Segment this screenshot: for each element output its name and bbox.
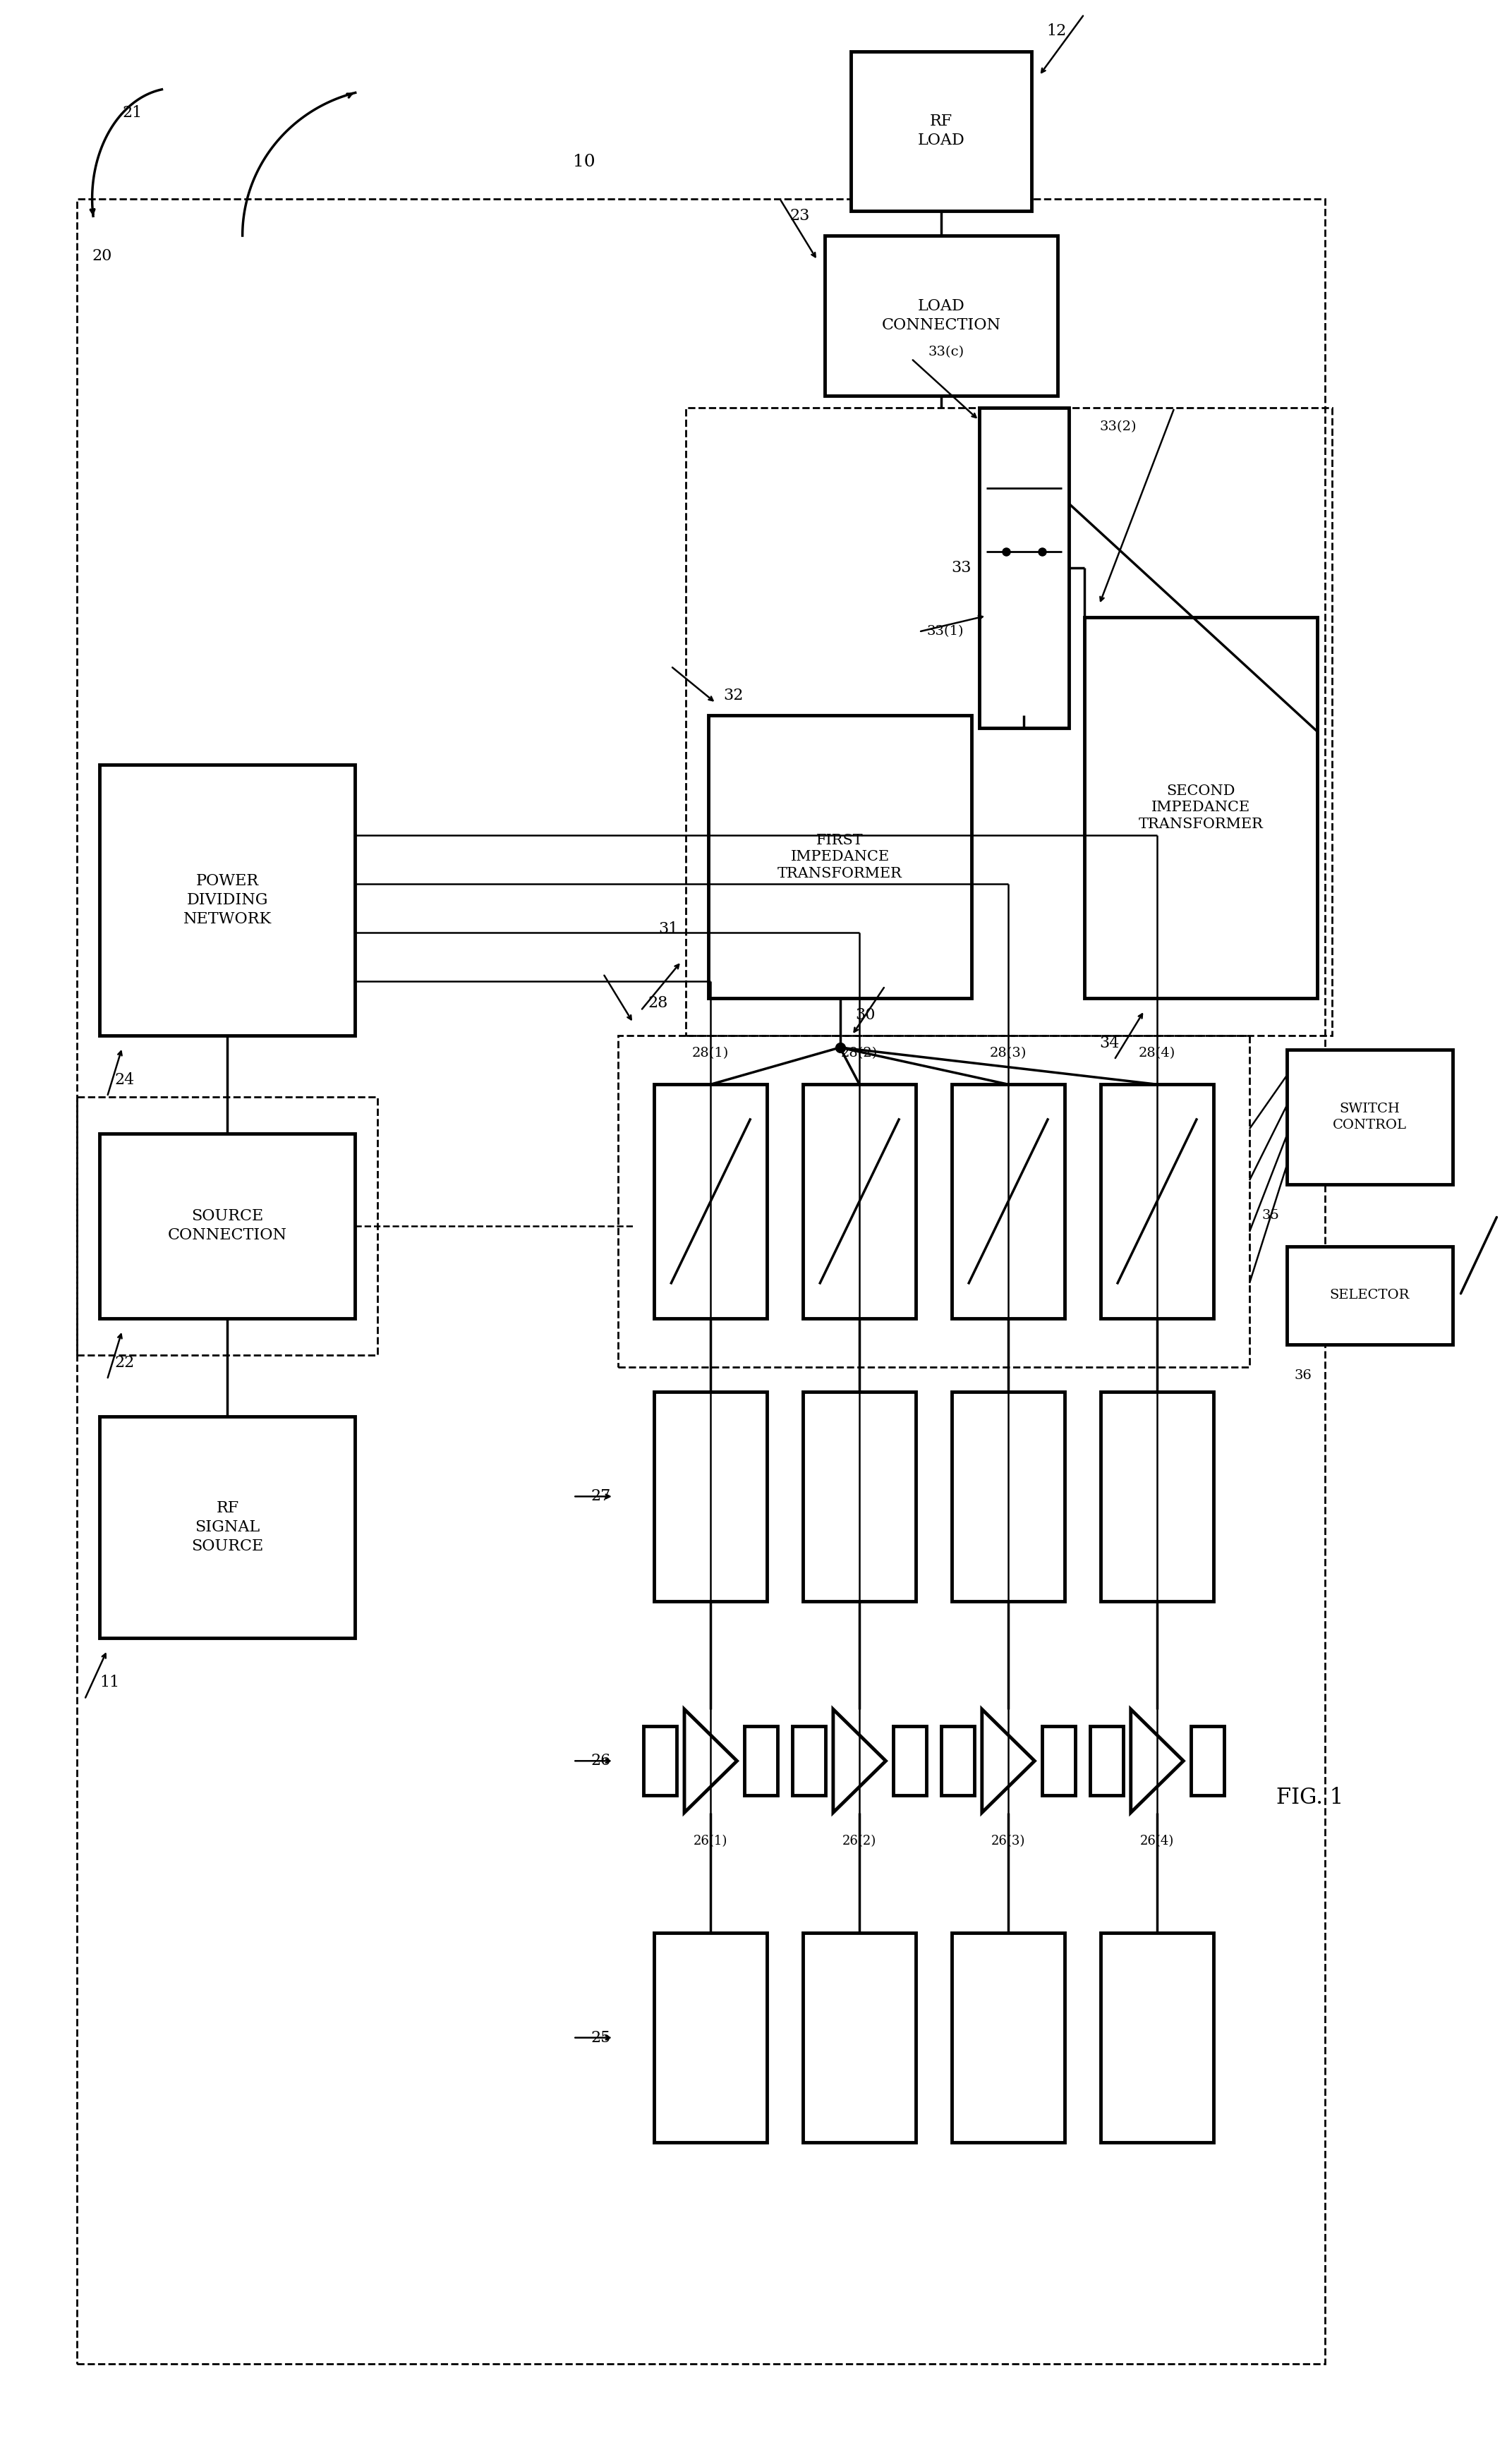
Text: 10: 10 (573, 153, 595, 170)
Bar (1191, 1727, 1224, 1796)
Text: 26(1): 26(1) (693, 1836, 728, 1848)
Bar (99, 764, 356, 1035)
Bar (654, 1084, 767, 1318)
Text: 27: 27 (591, 1488, 610, 1503)
Bar (744, 1727, 778, 1796)
Text: RF
SIGNAL
SOURCE: RF SIGNAL SOURCE (191, 1501, 264, 1555)
Bar (654, 1392, 767, 1602)
Text: 11: 11 (99, 1676, 119, 1690)
Text: SECOND
IMPEDANCE
TRANSFORMER: SECOND IMPEDANCE TRANSFORMER (1138, 784, 1263, 830)
Text: 28(2): 28(2) (841, 1047, 879, 1060)
Bar (1287, 1247, 1453, 1345)
Text: 22: 22 (115, 1355, 134, 1370)
Text: 26(3): 26(3) (992, 1836, 1025, 1848)
Text: 23: 23 (790, 207, 809, 224)
Bar (1090, 1727, 1123, 1796)
Text: 26(2): 26(2) (842, 1836, 877, 1848)
Bar (1287, 1050, 1453, 1185)
Bar (803, 1392, 916, 1602)
Text: 25: 25 (591, 2030, 610, 2045)
Text: LOAD
CONNECTION: LOAD CONNECTION (882, 298, 1001, 333)
Bar (824, 237, 1058, 397)
Text: 36: 36 (1295, 1370, 1313, 1382)
Bar (99, 1133, 356, 1318)
Bar (851, 52, 1032, 212)
Text: 33: 33 (951, 559, 972, 577)
Bar (1043, 1727, 1074, 1796)
Bar (952, 1084, 1064, 1318)
Bar (1100, 1934, 1213, 2141)
Text: SWITCH
CONTROL: SWITCH CONTROL (1332, 1104, 1408, 1131)
Text: 28(4): 28(4) (1139, 1047, 1175, 1060)
Text: SOURCE
CONNECTION: SOURCE CONNECTION (167, 1207, 286, 1244)
Text: 20: 20 (92, 249, 112, 264)
Text: POWER
DIVIDING
NETWORK: POWER DIVIDING NETWORK (184, 872, 271, 926)
Text: 24: 24 (115, 1072, 134, 1087)
Bar (643, 1727, 677, 1796)
Text: 12: 12 (1046, 22, 1067, 39)
Text: 26: 26 (591, 1754, 610, 1769)
Bar (942, 1727, 975, 1796)
Text: 34: 34 (1099, 1035, 1120, 1050)
Bar (1100, 1392, 1213, 1602)
Text: 30: 30 (854, 1008, 876, 1023)
Bar (894, 1727, 927, 1796)
Text: 28(3): 28(3) (990, 1047, 1026, 1060)
Bar (952, 1934, 1064, 2141)
Bar (803, 1934, 916, 2141)
Text: 33(c): 33(c) (928, 345, 964, 360)
Text: FIG. 1: FIG. 1 (1276, 1786, 1343, 1809)
Bar (77, 1096, 378, 1355)
Bar (708, 715, 972, 998)
Text: 28(1): 28(1) (692, 1047, 729, 1060)
Text: 35: 35 (1261, 1210, 1279, 1222)
Bar (686, 409, 1332, 1035)
Bar (980, 409, 1068, 727)
Text: 33(2): 33(2) (1099, 421, 1136, 434)
Text: 28: 28 (648, 995, 668, 1010)
Text: 21: 21 (122, 106, 142, 121)
Bar (793, 1727, 826, 1796)
Bar (1084, 616, 1317, 998)
Bar (77, 200, 1325, 2363)
Bar (952, 1392, 1064, 1602)
Text: RF
LOAD: RF LOAD (918, 113, 964, 148)
Bar (618, 1035, 1249, 1368)
Text: 33(1): 33(1) (927, 626, 964, 638)
Text: 26(4): 26(4) (1141, 1836, 1174, 1848)
Text: 31: 31 (659, 922, 678, 936)
Bar (1100, 1084, 1213, 1318)
Text: 32: 32 (723, 687, 743, 702)
Bar (654, 1934, 767, 2141)
Bar (803, 1084, 916, 1318)
Text: SELECTOR: SELECTOR (1329, 1289, 1409, 1301)
Text: FIRST
IMPEDANCE
TRANSFORMER: FIRST IMPEDANCE TRANSFORMER (778, 833, 903, 880)
Bar (99, 1417, 356, 1639)
